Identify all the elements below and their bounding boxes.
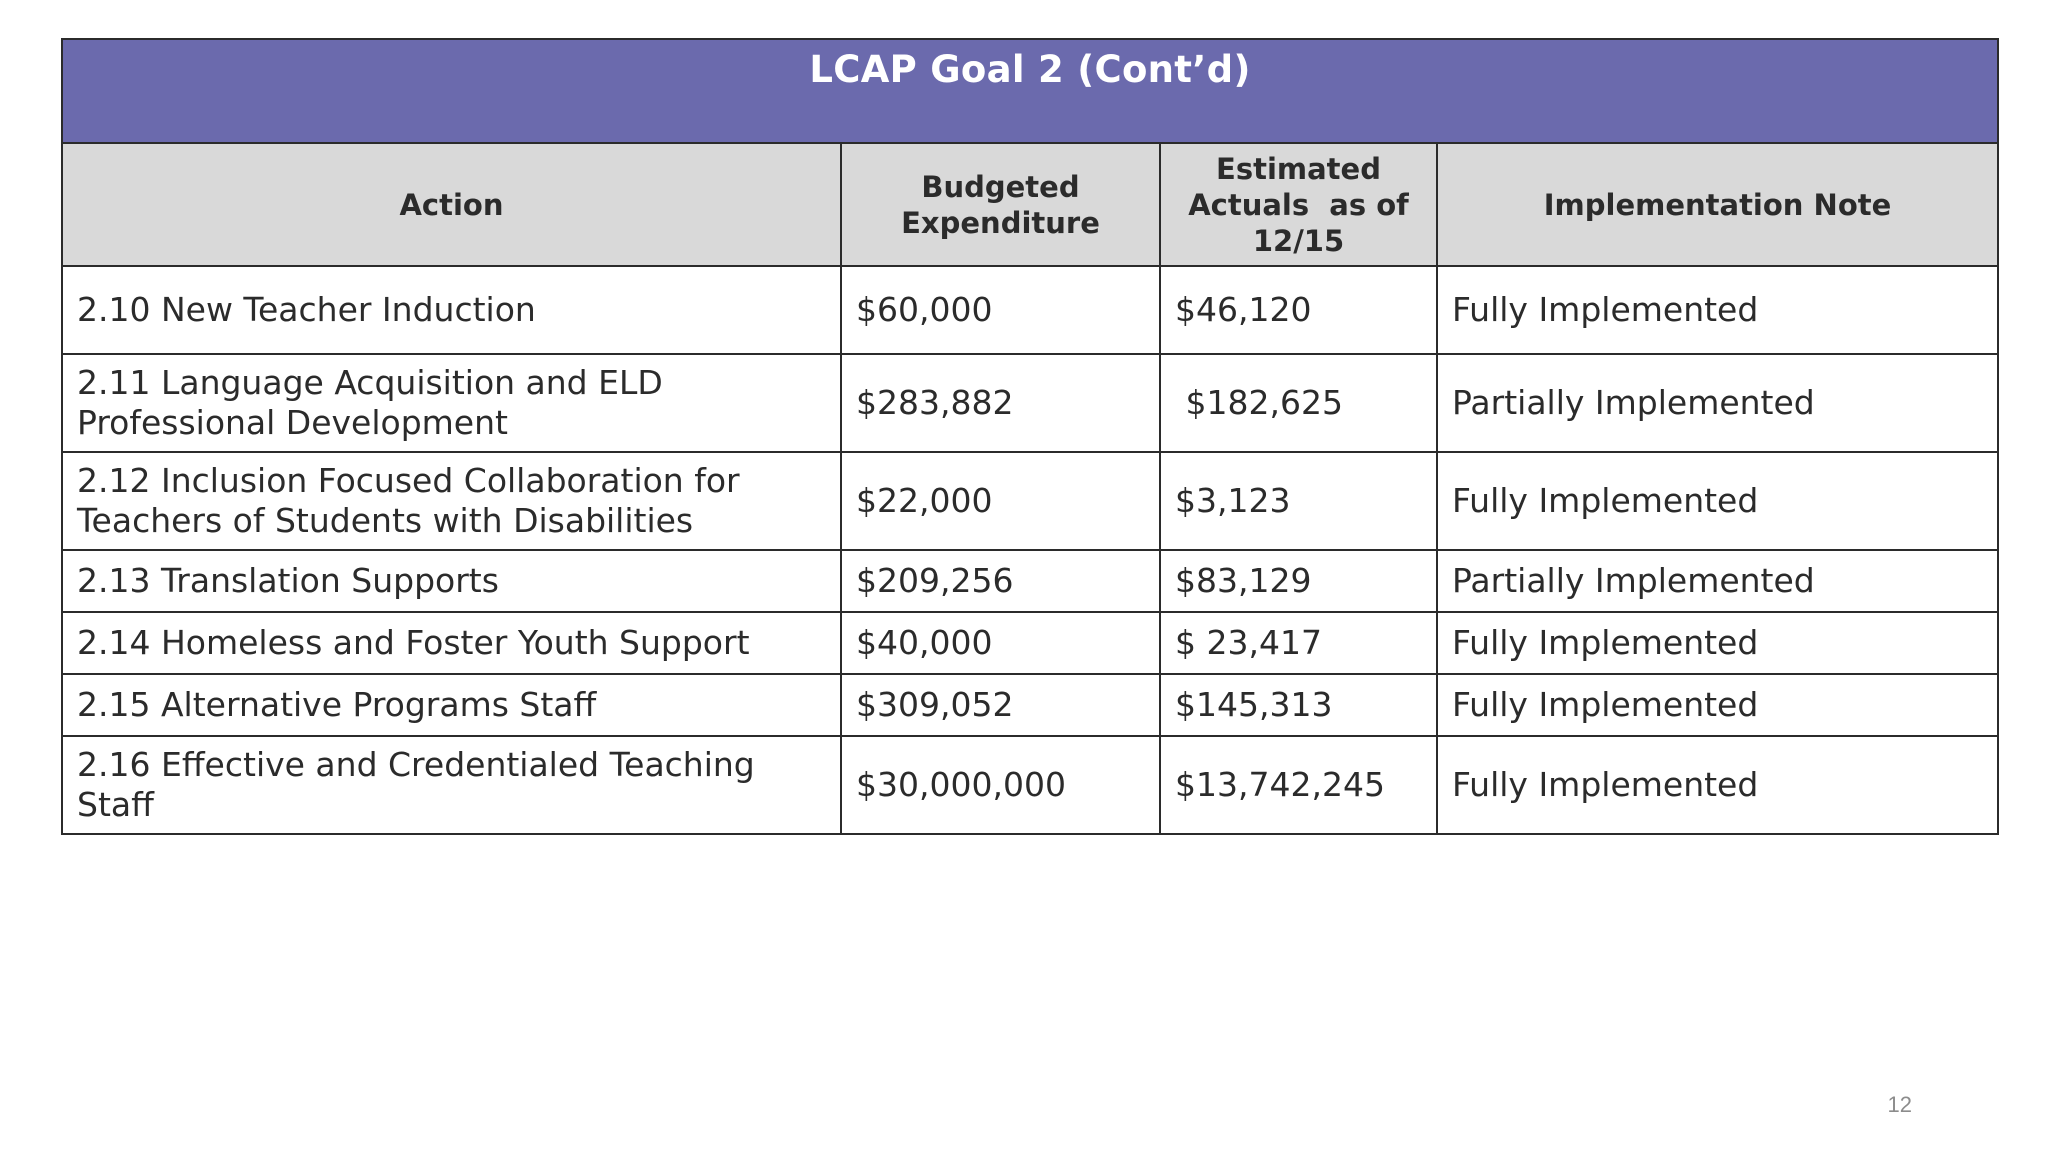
header-estimated-actuals: Estimated Actuals as of 12/15 (1159, 142, 1438, 267)
row-action: 2.16 Effective and Credentialed Teaching… (61, 735, 842, 835)
table-row: 2.15 Alternative Programs Staff $309,052… (61, 673, 2000, 737)
row-budgeted: $40,000 (840, 611, 1161, 675)
row-budgeted: $22,000 (840, 451, 1161, 551)
row-budgeted: $209,256 (840, 549, 1161, 613)
table-row: 2.16 Effective and Credentialed Teaching… (61, 735, 2000, 835)
row-note: Partially Implemented (1435, 549, 2000, 613)
row-action: 2.13 Translation Supports (61, 549, 842, 613)
row-note: Fully Implemented (1435, 673, 2000, 737)
row-estimated: $145,313 (1159, 673, 1438, 737)
row-budgeted: $60,000 (840, 265, 1161, 355)
header-estimated-line: Estimated (1216, 151, 1381, 186)
header-implementation-note: Implementation Note (1435, 142, 2000, 267)
row-budgeted: $309,052 (840, 673, 1161, 737)
row-note: Fully Implemented (1435, 265, 2000, 355)
row-action: 2.12 Inclusion Focused Collaboration for… (61, 451, 842, 551)
row-note: Fully Implemented (1435, 735, 2000, 835)
header-estimated-line: Actuals as of (1188, 187, 1409, 222)
row-action-line: 2.14 Homeless and Foster Youth Support (77, 623, 750, 662)
row-budgeted: $30,000,000 (840, 735, 1161, 835)
row-action: 2.15 Alternative Programs Staff (61, 673, 842, 737)
row-estimated: $182,625 (1159, 353, 1438, 453)
row-estimated: $46,120 (1159, 265, 1438, 355)
row-note: Fully Implemented (1435, 611, 2000, 675)
row-action-line: Staff (77, 785, 154, 824)
lcap-goal-table-container: LCAP Goal 2 (Cont’d) Action Budgeted Exp… (60, 38, 2000, 835)
lcap-goal-table: LCAP Goal 2 (Cont’d) Action Budgeted Exp… (60, 38, 2000, 835)
table-row: 2.13 Translation Supports $209,256 $83,1… (61, 549, 2000, 613)
row-budgeted: $283,882 (840, 353, 1161, 453)
row-action-line: 2.15 Alternative Programs Staff (77, 685, 597, 724)
table-row: 2.12 Inclusion Focused Collaboration for… (61, 451, 2000, 551)
row-action-line: 2.13 Translation Supports (77, 561, 499, 600)
header-action-label: Action (399, 187, 504, 222)
row-estimated: $ 23,417 (1159, 611, 1438, 675)
row-action: 2.11 Language Acquisition and ELD Profes… (61, 353, 842, 453)
table-row: 2.10 New Teacher Induction $60,000 $46,1… (61, 265, 2000, 355)
header-estimated-line: 12/15 (1252, 223, 1345, 258)
table-title: LCAP Goal 2 (Cont’d) (60, 38, 2000, 144)
row-note: Fully Implemented (1435, 451, 2000, 551)
table-header-row: Action Budgeted Expenditure Estimated Ac… (61, 142, 2000, 267)
header-budgeted-line: Expenditure (901, 205, 1100, 240)
header-budgeted-expenditure: Budgeted Expenditure (840, 142, 1161, 267)
table-row: 2.14 Homeless and Foster Youth Support $… (61, 611, 2000, 675)
row-action-line: 2.12 Inclusion Focused Collaboration for (77, 461, 740, 500)
header-budgeted-line: Budgeted (921, 169, 1080, 204)
row-action-line: Teachers of Students with Disabilities (77, 501, 694, 540)
table-title-row: LCAP Goal 2 (Cont’d) (60, 38, 2000, 144)
row-estimated: $83,129 (1159, 549, 1438, 613)
row-action-line: 2.16 Effective and Credentialed Teaching (77, 745, 755, 784)
row-action-line: 2.11 Language Acquisition and ELD (77, 363, 663, 402)
page-number: 12 (1887, 1092, 1912, 1117)
header-action: Action (61, 142, 842, 267)
header-note-label: Implementation Note (1543, 187, 1892, 222)
row-estimated: $13,742,245 (1159, 735, 1438, 835)
row-note: Partially Implemented (1435, 353, 2000, 453)
row-action-line: 2.10 New Teacher Induction (77, 290, 536, 329)
row-action: 2.14 Homeless and Foster Youth Support (61, 611, 842, 675)
table-row: 2.11 Language Acquisition and ELD Profes… (61, 353, 2000, 453)
row-estimated: $3,123 (1159, 451, 1438, 551)
row-action: 2.10 New Teacher Induction (61, 265, 842, 355)
row-action-line: Professional Development (77, 403, 508, 442)
